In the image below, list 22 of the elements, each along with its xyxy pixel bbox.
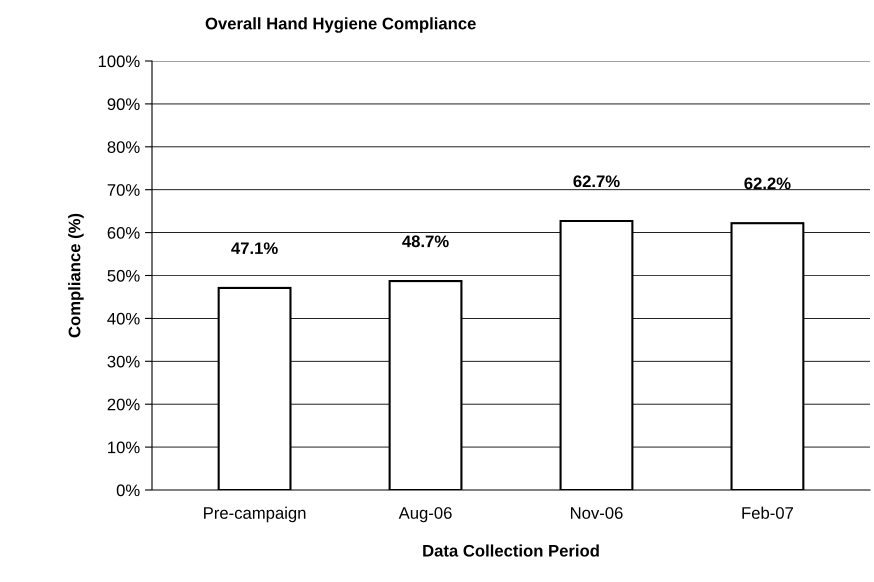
y-tick-label: 30% bbox=[107, 356, 140, 368]
y-tick-label: 0% bbox=[116, 484, 140, 496]
y-tick-label: 60% bbox=[108, 227, 140, 239]
y-tick-label: 50% bbox=[108, 270, 140, 282]
x-tick-label: Feb-07 bbox=[742, 506, 793, 519]
y-tick-label: 80% bbox=[108, 141, 140, 154]
y-tick-label: 20% bbox=[108, 398, 140, 410]
y-tick-label: 40% bbox=[107, 312, 140, 325]
y-axis-title: Compliance (%) bbox=[68, 214, 84, 338]
x-axis-title: Data Collection Period bbox=[423, 544, 599, 557]
y-tick-label: 10% bbox=[108, 442, 140, 454]
x-tick-label: Pre-campaign bbox=[204, 506, 306, 522]
data-label: 47.1% bbox=[231, 242, 278, 254]
y-tick-label: 90% bbox=[108, 98, 140, 110]
x-tick-label: Nov-06 bbox=[570, 507, 623, 519]
y-tick-label: 100% bbox=[98, 55, 140, 68]
data-label: 48.7% bbox=[402, 235, 449, 248]
x-tick-label: Aug-06 bbox=[398, 507, 452, 522]
data-label: 62.2% bbox=[744, 178, 791, 190]
data-label: 62.7% bbox=[573, 175, 620, 188]
chart-title: Overall Hand Hygiene Compliance bbox=[206, 17, 476, 33]
y-tick-label: 70% bbox=[108, 184, 140, 196]
